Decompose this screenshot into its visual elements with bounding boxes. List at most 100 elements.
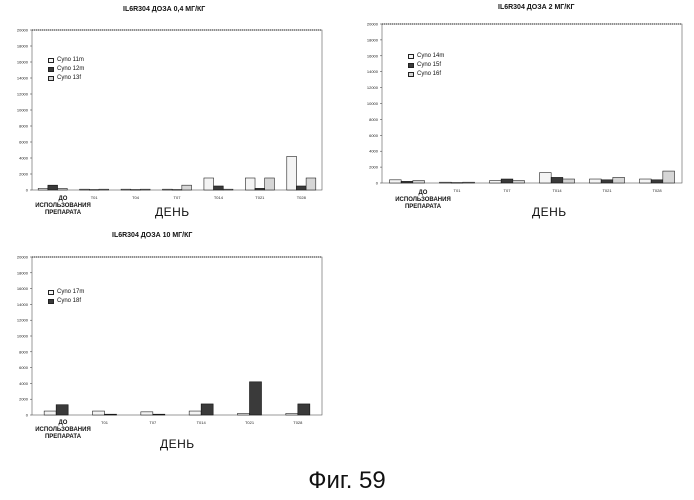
- legend-swatch: [48, 76, 54, 81]
- y-tick-label: 4000: [19, 381, 29, 386]
- y-tick-label: 14000: [17, 76, 29, 81]
- x-tick-label: T028: [652, 188, 662, 193]
- bar: [296, 186, 306, 190]
- y-tick-label: 2000: [19, 172, 29, 177]
- bar: [601, 180, 613, 183]
- y-tick-label: 10000: [17, 108, 29, 113]
- y-tick-label: 14000: [367, 69, 379, 74]
- pre-label-line-2: ИСПОЛЬЗОВАНИЯ: [35, 203, 91, 209]
- y-tick-label: 4000: [369, 149, 379, 154]
- legend-label: Cyno 16f: [417, 70, 441, 79]
- x-tick-label: T028: [297, 195, 307, 200]
- x-axis-label: ДЕНЬ: [160, 437, 195, 451]
- bar: [640, 179, 652, 183]
- y-tick-label: 14000: [17, 302, 29, 307]
- bar: [105, 414, 117, 415]
- bar: [56, 405, 68, 415]
- bar: [540, 173, 552, 183]
- bar: [287, 156, 297, 190]
- x-tick-label: T01: [101, 420, 109, 425]
- legend-item: Cyno 16f: [408, 70, 444, 79]
- y-tick-label: 8000: [19, 124, 29, 129]
- bar: [163, 189, 173, 190]
- legend-item: Cyno 15f: [408, 61, 444, 70]
- bar: [501, 179, 513, 183]
- legend-label: Cyno 12m: [57, 65, 84, 74]
- bar: [590, 179, 602, 183]
- chart-panel-dose-2: IL6R304 ДОЗА 2 МГ/КГ 0200040006000800010…: [360, 0, 690, 235]
- bar: [298, 404, 310, 415]
- bar: [238, 413, 250, 415]
- y-tick-label: 0: [376, 181, 379, 186]
- y-tick-label: 20000: [367, 22, 379, 27]
- y-tick-label: 0: [26, 413, 29, 418]
- plot-frame: [382, 24, 682, 183]
- bar: [286, 413, 298, 415]
- x-tick-label: T028: [293, 420, 303, 425]
- legend-swatch: [48, 58, 54, 63]
- legend-item: Cyno 14m: [408, 52, 444, 61]
- x-tick-label: T07: [149, 420, 157, 425]
- bar: [223, 189, 233, 190]
- bar: [490, 181, 502, 183]
- y-tick-label: 18000: [367, 37, 379, 42]
- legend-label: Cyno 14m: [417, 52, 444, 61]
- y-tick-label: 16000: [17, 286, 29, 291]
- bar: [255, 188, 265, 190]
- x-tick-label: T021: [245, 420, 255, 425]
- bar: [89, 190, 99, 191]
- bar: [131, 190, 141, 191]
- x-tick-label: T014: [214, 195, 224, 200]
- pre-treatment-label: ДО ИСПОЛЬЗОВАНИЯ ПРЕПАРАТА: [388, 190, 458, 211]
- pre-label-line-3: ПРЕПАРАТА: [45, 210, 81, 216]
- bar: [80, 189, 90, 190]
- y-tick-label: 12000: [17, 318, 29, 323]
- bar: [306, 178, 316, 190]
- legend-item: Cyno 13f: [48, 74, 84, 83]
- legend-swatch: [48, 299, 54, 304]
- y-tick-label: 6000: [19, 140, 29, 145]
- bar: [551, 177, 563, 183]
- y-tick-label: 18000: [17, 44, 29, 49]
- legend-item: Cyno 12m: [48, 65, 84, 74]
- bar: [182, 185, 192, 190]
- bar: [214, 186, 224, 190]
- bar: [250, 382, 262, 415]
- bar: [613, 177, 625, 183]
- legend-item: Cyno 18f: [48, 297, 84, 306]
- y-tick-label: 8000: [369, 117, 379, 122]
- x-axis-label: ДЕНЬ: [155, 205, 190, 219]
- bar: [204, 178, 214, 190]
- y-tick-label: 12000: [17, 92, 29, 97]
- y-tick-label: 10000: [367, 101, 379, 106]
- x-tick-label: T07: [504, 188, 512, 193]
- chart-legend: Cyno 17mCyno 18f: [48, 288, 84, 306]
- bar: [44, 411, 56, 415]
- bar: [245, 178, 255, 190]
- chart-legend: Cyno 11mCyno 12mCyno 13f: [48, 56, 84, 83]
- bar: [201, 404, 213, 415]
- y-tick-label: 2000: [369, 165, 379, 170]
- x-tick-label: T07: [174, 195, 182, 200]
- bar: [663, 171, 675, 183]
- bar: [413, 181, 425, 183]
- bar: [48, 185, 58, 190]
- legend-label: Cyno 15f: [417, 61, 441, 70]
- y-tick-label: 8000: [19, 349, 29, 354]
- legend-label: Cyno 11m: [57, 56, 84, 65]
- x-tick-label: T021: [602, 188, 612, 193]
- pre-label-line-3: ПРЕПАРАТА: [45, 434, 81, 440]
- bar: [93, 411, 105, 415]
- y-tick-label: 6000: [369, 133, 379, 138]
- bar: [651, 180, 663, 183]
- y-tick-label: 0: [26, 188, 29, 193]
- legend-item: Cyno 17m: [48, 288, 84, 297]
- x-tick-label: T014: [552, 188, 562, 193]
- bar: [153, 414, 165, 415]
- x-tick-label: T04: [132, 195, 140, 200]
- legend-swatch: [408, 54, 414, 59]
- pre-treatment-label: ДО ИСПОЛЬЗОВАНИЯ ПРЕПАРАТА: [28, 420, 98, 441]
- chart-panel-dose-0-4: IL6R304 ДОЗА 0,4 МГ/КГ 02000400060008000…: [0, 0, 330, 235]
- chart-legend: Cyno 14mCyno 15fCyno 16f: [408, 52, 444, 79]
- bar: [99, 189, 109, 190]
